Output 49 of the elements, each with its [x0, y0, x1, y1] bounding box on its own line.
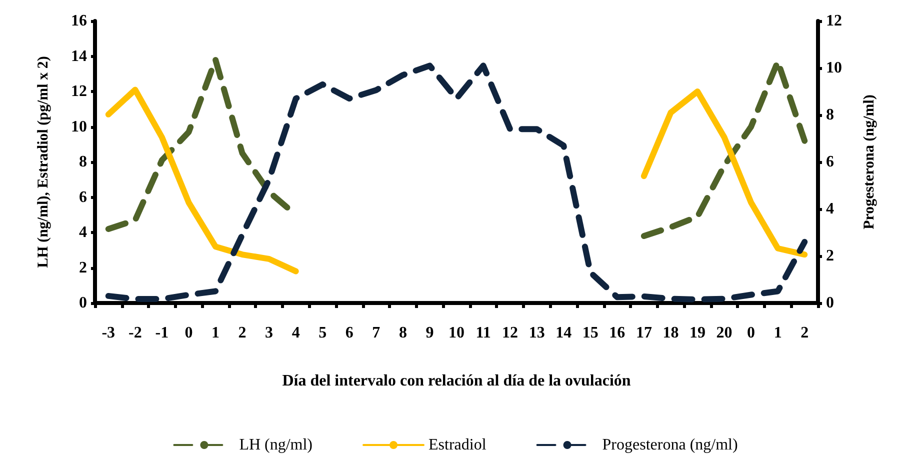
x-tick-label: -1: [155, 324, 169, 342]
x-tick-label: 15: [582, 324, 598, 342]
y2-tick-label: 10: [826, 60, 842, 76]
x-tick-label: 9: [426, 324, 434, 342]
x-tick-label: 4: [292, 324, 300, 342]
legend-label: LH (ng/ml): [239, 436, 313, 454]
x-tick-label: 16: [609, 324, 626, 342]
x-tick-label: 5: [318, 324, 327, 342]
x-tick-label: 0: [184, 324, 193, 342]
x-tick-label: 18: [662, 324, 679, 342]
x-tick-label: 12: [502, 324, 518, 342]
y-tick-label: 2: [79, 259, 87, 276]
y-tick-label: 14: [71, 48, 87, 65]
y2-tick-label: 6: [826, 154, 834, 170]
x-tick-label: 3: [265, 324, 274, 342]
x-tick-label: 7: [372, 324, 380, 342]
x-tick-label: 6: [345, 324, 354, 342]
x-tick-label: 1: [212, 324, 220, 342]
y2-tick-label: 4: [826, 200, 834, 218]
y-tick-label: 16: [71, 12, 87, 30]
legend-label: Progesterona (ng/ml): [602, 436, 738, 454]
y-tick-label: 0: [79, 294, 87, 312]
y2-tick-label: 2: [826, 248, 834, 264]
y-tick-label: 10: [71, 118, 87, 136]
legend-label: Estradiol: [428, 436, 487, 454]
y-tick-label: 6: [79, 188, 87, 206]
y2-tick-label: 0: [826, 294, 834, 312]
y2-tick-label: 8: [826, 106, 834, 124]
x-tick-label: 20: [716, 324, 732, 342]
x-tick-label: 2: [800, 324, 809, 342]
x-tick-label: 11: [476, 324, 491, 342]
y2-tick-label: 12: [826, 12, 842, 30]
x-tick-label: 0: [747, 324, 756, 342]
x-tick-label: 14: [556, 324, 572, 342]
x-tick-label: 1: [774, 324, 782, 342]
y2-axis-title: Progesterona (ng/ml): [862, 94, 878, 230]
x-tick-label: 2: [238, 324, 246, 342]
x-tick-label: 10: [448, 324, 464, 342]
x-tick-label: -2: [128, 324, 142, 342]
x-tick-label: -3: [102, 324, 116, 342]
x-tick-label: 8: [398, 324, 407, 342]
x-tick-label: 17: [636, 324, 652, 342]
y-tick-label: 4: [79, 224, 87, 241]
y-axis-title: LH (ng/ml), Estradiol (pg/ml x 2): [36, 56, 52, 268]
x-tick-label: 19: [690, 324, 706, 342]
y-tick-label: 8: [79, 154, 87, 170]
x-axis-title: Día del intervalo con relación al día de la ovulación: [282, 372, 631, 390]
y-tick-label: 12: [71, 83, 87, 100]
x-tick-label: 13: [528, 324, 545, 342]
